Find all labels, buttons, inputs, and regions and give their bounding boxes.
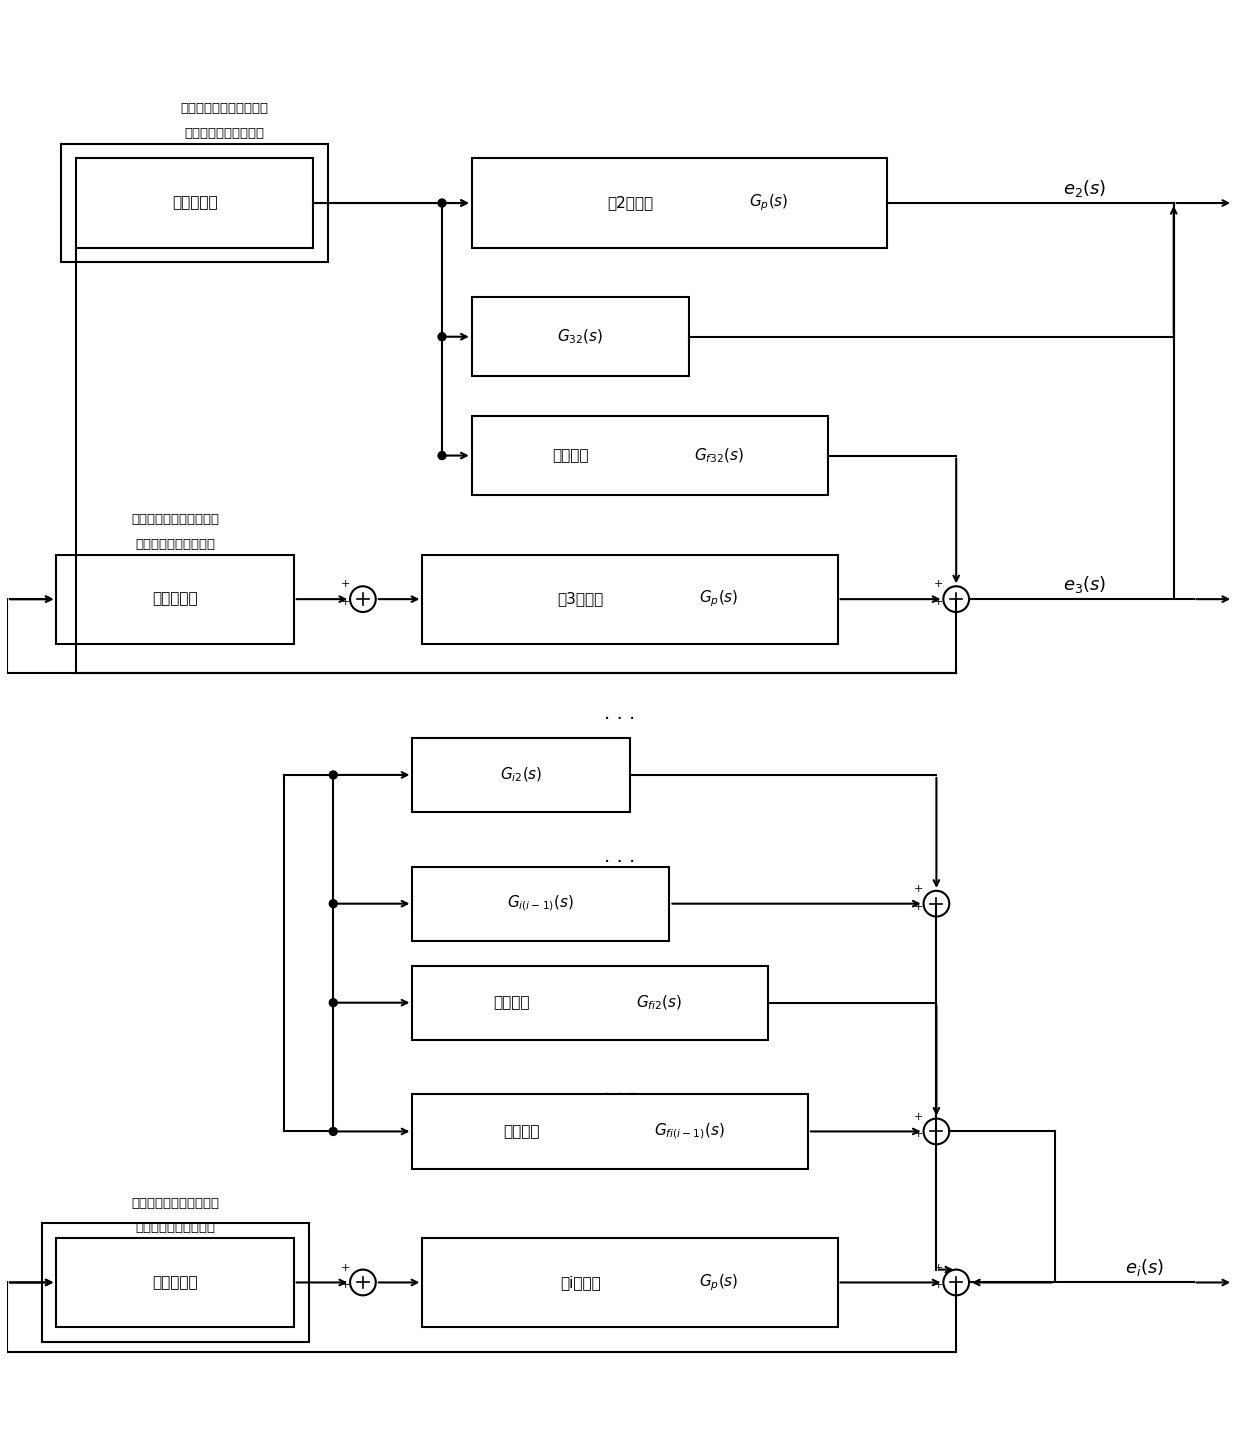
Text: 第2色模型: 第2色模型 bbox=[606, 195, 653, 211]
Circle shape bbox=[330, 1128, 337, 1135]
Text: +: + bbox=[341, 1262, 350, 1273]
FancyBboxPatch shape bbox=[471, 416, 827, 496]
Text: $G_{fi(i-1)}(s)$: $G_{fi(i-1)}(s)$ bbox=[653, 1122, 724, 1141]
FancyBboxPatch shape bbox=[413, 738, 630, 813]
FancyBboxPatch shape bbox=[413, 1095, 808, 1168]
Text: $e_i(s)$: $e_i(s)$ bbox=[1125, 1257, 1163, 1278]
Text: $G_{i2}(s)$: $G_{i2}(s)$ bbox=[500, 765, 542, 784]
Text: $G_p(s)$: $G_p(s)$ bbox=[699, 589, 739, 609]
Text: +: + bbox=[934, 1281, 944, 1291]
Text: . . .: . . . bbox=[604, 1080, 636, 1099]
Circle shape bbox=[438, 199, 446, 206]
FancyBboxPatch shape bbox=[471, 159, 887, 248]
Text: 第i色模型: 第i色模型 bbox=[560, 1275, 601, 1290]
Text: 模糊控制器根据当前误差: 模糊控制器根据当前误差 bbox=[131, 1197, 219, 1209]
Text: 前馈补偿: 前馈补偿 bbox=[552, 449, 589, 463]
FancyBboxPatch shape bbox=[413, 867, 670, 941]
Text: +: + bbox=[934, 1262, 944, 1273]
Text: +: + bbox=[341, 1281, 350, 1291]
FancyBboxPatch shape bbox=[423, 1238, 837, 1327]
Text: . . .: . . . bbox=[604, 847, 636, 866]
FancyBboxPatch shape bbox=[56, 555, 294, 643]
Text: 前馈补偿: 前馈补偿 bbox=[494, 995, 529, 1010]
Text: 前馈补偿: 前馈补偿 bbox=[503, 1123, 539, 1139]
Text: +: + bbox=[914, 884, 924, 894]
Circle shape bbox=[438, 332, 446, 341]
Text: 自动选择模糊控制参数: 自动选择模糊控制参数 bbox=[135, 1221, 215, 1234]
Text: $G_p(s)$: $G_p(s)$ bbox=[699, 1273, 739, 1293]
FancyBboxPatch shape bbox=[471, 297, 689, 377]
Circle shape bbox=[438, 451, 446, 460]
FancyBboxPatch shape bbox=[76, 159, 314, 248]
FancyBboxPatch shape bbox=[56, 1238, 294, 1327]
Text: . . .: . . . bbox=[604, 704, 636, 722]
Text: $e_2(s)$: $e_2(s)$ bbox=[1063, 178, 1106, 199]
Text: +: + bbox=[934, 598, 944, 608]
Circle shape bbox=[330, 771, 337, 780]
Text: +: + bbox=[934, 579, 944, 589]
FancyBboxPatch shape bbox=[413, 966, 769, 1040]
FancyBboxPatch shape bbox=[423, 555, 837, 643]
Text: $e_3(s)$: $e_3(s)$ bbox=[1063, 573, 1106, 595]
Text: $G_p(s)$: $G_p(s)$ bbox=[749, 192, 789, 214]
Text: 模糊控制器根据当前误差: 模糊控制器根据当前误差 bbox=[131, 513, 219, 526]
Text: +: + bbox=[341, 598, 350, 608]
Text: $G_{32}(s)$: $G_{32}(s)$ bbox=[557, 328, 604, 345]
Text: $G_{i(i-1)}(s)$: $G_{i(i-1)}(s)$ bbox=[507, 894, 574, 913]
Circle shape bbox=[330, 999, 337, 1006]
Text: +: + bbox=[914, 1112, 924, 1122]
Text: 模糊控制器根据当前误差: 模糊控制器根据当前误差 bbox=[181, 102, 269, 116]
Text: 模糊控制器: 模糊控制器 bbox=[153, 1275, 198, 1290]
Text: $G_{f32}(s)$: $G_{f32}(s)$ bbox=[694, 446, 744, 464]
Text: +: + bbox=[914, 1129, 924, 1139]
Text: 自动选择模糊控制参数: 自动选择模糊控制参数 bbox=[185, 128, 264, 140]
Text: +: + bbox=[914, 901, 924, 911]
Text: +: + bbox=[341, 579, 350, 589]
Text: 自动选择模糊控制参数: 自动选择模糊控制参数 bbox=[135, 539, 215, 552]
Circle shape bbox=[330, 900, 337, 907]
Text: $G_{fi2}(s)$: $G_{fi2}(s)$ bbox=[636, 993, 683, 1012]
Text: 模糊控制器: 模糊控制器 bbox=[153, 592, 198, 606]
Text: 模糊控制器: 模糊控制器 bbox=[172, 195, 218, 211]
Text: 第3色模型: 第3色模型 bbox=[557, 592, 604, 606]
